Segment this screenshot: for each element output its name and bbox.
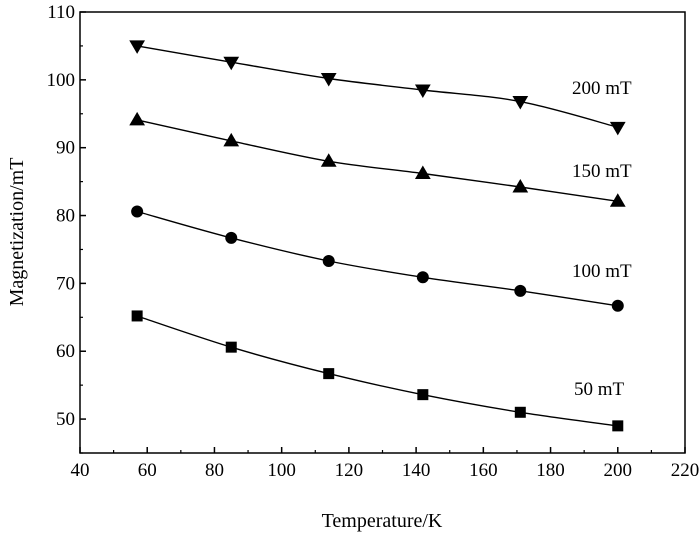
- data-point-100-mt: [131, 205, 144, 218]
- y-tick-label: 110: [47, 2, 75, 23]
- x-tick-label: 100: [267, 460, 296, 481]
- data-point-100-mt: [416, 271, 429, 284]
- data-point-200-mt: [320, 72, 337, 87]
- data-point-100-mt: [514, 284, 527, 297]
- data-point-50-mt: [612, 420, 624, 432]
- series-markers: [129, 40, 626, 432]
- data-point-100-mt: [225, 231, 238, 244]
- data-point-100-mt: [611, 299, 624, 312]
- y-axis-title: Magnetization/mT: [6, 158, 28, 307]
- series-label-100-mt: 100 mT: [572, 261, 632, 282]
- data-point-200-mt: [414, 84, 431, 99]
- y-tick-label: 100: [47, 70, 76, 91]
- data-point-200-mt: [512, 96, 529, 110]
- series-lines: [136, 45, 618, 427]
- y-tick-label: 50: [56, 409, 75, 430]
- x-tick-label: 200: [604, 460, 633, 481]
- data-point-150-mt: [512, 179, 529, 193]
- x-tick-label: 180: [536, 460, 565, 481]
- data-point-50-mt: [417, 389, 429, 401]
- data-point-150-mt: [320, 153, 337, 167]
- series-label-150-mt: 150 mT: [572, 161, 632, 182]
- series-labels: 200 mT 150 mT 100 mT 50 mT: [572, 78, 632, 400]
- x-tick-label: 80: [205, 460, 224, 481]
- data-point-200-mt: [609, 121, 626, 136]
- y-tick-label: 70: [56, 273, 75, 294]
- data-point-150-mt: [129, 111, 146, 126]
- series-label-50-mt: 50 mT: [574, 379, 625, 400]
- y-tick-label: 80: [56, 206, 75, 227]
- x-axis-ticks: 40 60 80 100 120 140 160 180 200 220: [71, 447, 700, 481]
- x-tick-label: 60: [138, 460, 157, 481]
- x-tick-label: 140: [402, 460, 431, 481]
- series-line-50-mt: [136, 315, 618, 427]
- data-point-50-mt: [225, 341, 237, 353]
- data-point-150-mt: [414, 165, 431, 179]
- series-label-200-mt: 200 mT: [572, 78, 632, 99]
- y-axis-ticks: 50 60 70 80 90 100 110: [47, 2, 86, 454]
- data-point-100-mt: [322, 254, 335, 267]
- x-tick-label: 40: [71, 460, 90, 481]
- x-tick-label: 220: [671, 460, 700, 481]
- data-point-200-mt: [129, 40, 146, 54]
- data-point-200-mt: [223, 56, 240, 71]
- data-point-150-mt: [609, 193, 626, 207]
- series-line-100-mt: [136, 210, 618, 307]
- x-tick-label: 120: [335, 460, 364, 481]
- data-point-50-mt: [131, 310, 143, 322]
- y-tick-label: 90: [56, 138, 75, 159]
- x-tick-label: 160: [469, 460, 498, 481]
- series-line-200-mt: [136, 45, 618, 128]
- data-point-50-mt: [323, 368, 335, 380]
- data-point-50-mt: [514, 406, 526, 418]
- x-axis-title: Temperature/K: [322, 510, 443, 532]
- y-tick-label: 60: [56, 341, 75, 362]
- series-line-150-mt: [136, 119, 618, 202]
- data-point-150-mt: [223, 132, 240, 147]
